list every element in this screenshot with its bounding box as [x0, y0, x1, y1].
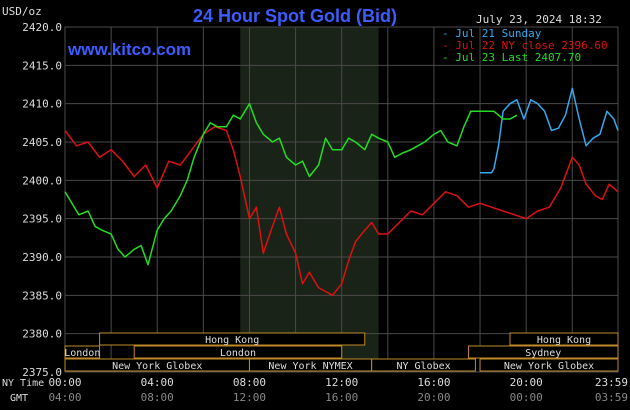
series-line	[64, 125, 619, 297]
session-label: Hong Kong	[205, 335, 259, 346]
session-label: New York Globex	[112, 361, 202, 372]
series-lines	[64, 87, 619, 297]
x-tick-label-gmt: 12:00	[233, 391, 266, 404]
x-tick-label-ny: 16:00	[417, 376, 450, 389]
x-tick-label-gmt: 08:00	[141, 391, 174, 404]
session-box	[371, 358, 476, 372]
session-label: New York Globex	[504, 361, 594, 372]
session-label: New York NYMEX	[268, 361, 352, 372]
series-line	[480, 87, 619, 174]
y-tick-label: 2385.0	[22, 289, 62, 302]
session-box	[64, 345, 101, 359]
y-tick-label: 2420.0	[22, 21, 62, 34]
session-label: London	[64, 348, 100, 359]
x-tick-label-ny: 23:59	[595, 376, 628, 389]
session-box	[468, 345, 619, 359]
x-tick-label-ny: 12:00	[325, 376, 358, 389]
y-axis: 2420.0 2415.0 2410.0 2405.0 2400.0 2395.0 2390…	[22, 21, 62, 379]
x-axis: NY Time GMT 00:00 04:00 04:00 08:00 08:00 12:00…	[2, 376, 628, 404]
y-tick-label: 2410.0	[22, 98, 62, 111]
x-tick-label-gmt: 04:00	[48, 391, 81, 404]
plot-frame	[64, 26, 619, 373]
session-label: Sydney	[525, 348, 561, 359]
date-label: July 23, 2024 18:32	[476, 13, 602, 26]
x-tick-label-gmt: 16:00	[325, 391, 358, 404]
y-tick-label: 2375.0	[22, 366, 62, 379]
legend: - Jul 21 Sunday- Jul 22 NY close 2396.60…	[442, 27, 608, 64]
y-tick-label: 2400.0	[22, 174, 62, 187]
x-tick-label-gmt: 00:00	[510, 391, 543, 404]
highlight-band	[240, 27, 379, 372]
chart-title: 24 Hour Spot Gold (Bid)	[193, 6, 397, 26]
session-box	[509, 332, 619, 346]
session-label: Hong Kong	[537, 335, 591, 346]
x-tick-label-ny: 20:00	[510, 376, 543, 389]
session-box	[133, 345, 343, 359]
y-tick-label: 2405.0	[22, 136, 62, 149]
ny-time-label: NY Time	[2, 378, 44, 389]
y-tick-label: 2380.0	[22, 328, 62, 341]
x-tick-label-ny: 00:00	[48, 376, 81, 389]
gmt-label: GMT	[10, 393, 28, 404]
website-link[interactable]: www.kitco.com	[67, 40, 191, 59]
y-tick-label: 2390.0	[22, 251, 62, 264]
series-line	[64, 102, 518, 266]
x-tick-label-gmt: 03:59	[595, 391, 628, 404]
y-axis-label: USD/oz	[2, 5, 42, 18]
x-tick-label-gmt: 20:00	[417, 391, 450, 404]
legend-entry: - Jul 23 Last 2407.70	[442, 51, 581, 64]
session-box	[479, 358, 619, 372]
x-tick-label-ny: 04:00	[141, 376, 174, 389]
session-label: NY Globex	[396, 361, 450, 372]
y-tick-label: 2415.0	[22, 59, 62, 72]
session-label: London	[220, 348, 256, 359]
session-box	[99, 332, 366, 346]
legend-entry: - Jul 22 NY close 2396.60	[442, 39, 608, 52]
y-tick-label: 2395.0	[22, 213, 62, 226]
x-tick-label-ny: 08:00	[233, 376, 266, 389]
legend-entry: - Jul 21 Sunday	[442, 27, 542, 40]
market-sessions: Hong Kong Hong Kong London London Sydney New …	[64, 332, 619, 372]
